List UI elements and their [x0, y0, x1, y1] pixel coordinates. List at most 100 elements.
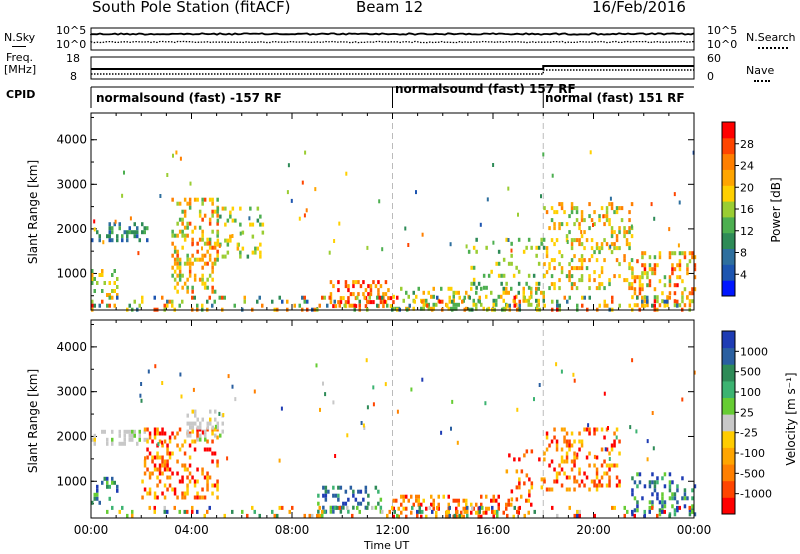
echo-cell: [191, 409, 194, 414]
echo-cell: [356, 295, 359, 300]
echo-cell: [510, 489, 514, 494]
echo-cell: [450, 286, 453, 291]
echo-cell: [191, 295, 194, 300]
echo-cell: [358, 299, 361, 304]
echo-cell: [211, 245, 214, 250]
echo-cell: [585, 238, 589, 243]
echo-cell: [96, 230, 99, 235]
echo-cell: [663, 299, 666, 304]
echo-cell: [615, 238, 619, 243]
echo-cell: [517, 237, 521, 242]
echo-cell: [93, 433, 96, 438]
echo-cell: [96, 281, 99, 285]
echo-cell: [496, 513, 499, 518]
echo-cell: [651, 505, 654, 510]
echo-cell-sparse: [172, 153, 174, 158]
echo-cell: [126, 238, 129, 243]
echo-cell: [661, 504, 664, 509]
echo-cell: [395, 498, 398, 503]
echo-cell: [548, 266, 551, 271]
echo-cell: [216, 435, 219, 440]
echo-cell: [156, 455, 159, 460]
echo-cell-sparse: [404, 226, 407, 231]
echo-cell: [563, 295, 566, 300]
echo-cell: [558, 463, 561, 468]
nave-dotted-legend: [754, 80, 770, 82]
echo-cell: [623, 226, 626, 231]
echo-cell: [668, 480, 672, 485]
echo-cell: [605, 471, 609, 476]
echo-cell: [518, 303, 521, 308]
echo-cell: [421, 509, 424, 514]
echo-cell: [623, 230, 626, 235]
echo-cell: [176, 289, 179, 294]
echo-cell: [605, 206, 609, 211]
echo-cell: [183, 467, 187, 472]
echo-cell: [379, 509, 383, 514]
echo-cell: [146, 439, 149, 444]
echo-cell-sparse: [179, 156, 182, 161]
echo-cell: [678, 251, 682, 256]
echo-cell: [448, 505, 451, 510]
echo-cell: [158, 471, 162, 476]
echo-cell: [224, 206, 227, 211]
echo-cell: [555, 447, 559, 452]
echo-cell: [502, 510, 505, 515]
echo-cell: [339, 509, 343, 514]
echo-cell: [603, 471, 606, 476]
echo-cell: [98, 303, 101, 308]
echo-cell: [623, 505, 626, 510]
echo-cell: [387, 288, 390, 293]
echo-cell: [352, 505, 355, 510]
echo-cell: [628, 242, 631, 247]
panel-1-bg: [91, 320, 694, 518]
echo-cell: [515, 302, 518, 307]
echo-cell: [123, 433, 126, 438]
echo-cell-sparse: [214, 424, 217, 429]
echo-cell: [477, 514, 480, 519]
echo-cell: [293, 303, 296, 308]
echo-cell: [570, 282, 574, 287]
echo-cell: [565, 222, 569, 227]
echo-cell: [173, 277, 177, 282]
echo-cell: [580, 262, 584, 267]
echo-cell: [116, 484, 119, 489]
echo-cell: [183, 261, 187, 266]
echo-cell: [452, 298, 455, 303]
panel-0-ytick-label: 4000: [56, 133, 87, 147]
echo-cell: [666, 295, 669, 300]
echo-cell: [168, 439, 172, 444]
echo-cell: [374, 485, 378, 490]
echo-cell: [213, 257, 217, 262]
echo-cell: [111, 476, 114, 481]
echo-cell-sparse: [551, 173, 554, 178]
echo-cell: [236, 246, 240, 251]
echo-cell-sparse: [231, 234, 234, 238]
velocity-colorbar-swatch: [722, 347, 735, 365]
echo-cell: [565, 443, 569, 448]
echo-cell: [480, 502, 483, 507]
echo-cell: [580, 214, 584, 219]
freq-tick-right-high: 60: [707, 52, 721, 65]
echo-cell: [123, 437, 126, 442]
panel-0-ytick-label: 2000: [56, 222, 87, 236]
echo-cell: [648, 509, 651, 514]
echo-cell: [628, 230, 631, 235]
echo-cell: [131, 230, 134, 235]
echo-cell-sparse: [366, 245, 369, 250]
echo-cell: [651, 303, 654, 308]
echo-cell: [643, 303, 646, 308]
echo-cell: [206, 261, 209, 266]
echo-cell: [478, 505, 481, 510]
echo-cell: [661, 496, 664, 501]
echo-cell: [193, 479, 197, 484]
echo-cell: [153, 431, 157, 436]
echo-cell: [298, 303, 301, 308]
freq-label-line2: [MHz]: [4, 63, 37, 76]
echo-cell: [613, 431, 616, 436]
echo-cell: [348, 303, 351, 308]
echo-cell: [578, 242, 581, 247]
echo-cell: [211, 197, 214, 202]
echo-cell: [673, 508, 677, 513]
echo-cell: [693, 255, 697, 260]
